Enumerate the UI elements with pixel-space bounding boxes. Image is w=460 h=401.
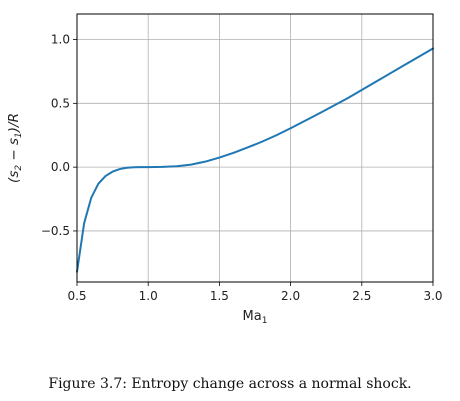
y-axis-label-sub2: 2 bbox=[14, 165, 24, 171]
x-tick-label: 0.5 bbox=[67, 289, 86, 303]
x-tick-label: 2.0 bbox=[281, 289, 300, 303]
y-tick-label: 0.5 bbox=[51, 96, 70, 110]
x-tick-label: 2.5 bbox=[352, 289, 371, 303]
x-axis-label-base: Ma bbox=[243, 309, 262, 324]
figure-caption: Figure 3.7: Entropy change across a norm… bbox=[48, 376, 411, 392]
series-layer bbox=[76, 47, 434, 273]
series-line bbox=[76, 47, 434, 273]
x-tick-label: 1.5 bbox=[210, 289, 229, 303]
y-axis-label-close: )/R bbox=[6, 113, 22, 133]
y-axis-label-open: (s bbox=[6, 171, 22, 183]
x-axis-ticks: 0.5 1.0 1.5 2.0 2.5 3.0 bbox=[67, 282, 443, 303]
x-tick-label: 1.0 bbox=[139, 289, 158, 303]
y-axis-label-minus: − s bbox=[6, 138, 22, 165]
grid-layer bbox=[76, 14, 434, 282]
y-tick-label: 1.0 bbox=[51, 33, 70, 47]
x-axis-label: Ma1 bbox=[243, 309, 268, 326]
y-axis-label: (s2 − s1)/R bbox=[6, 113, 24, 183]
y-axis-ticks: −0.5 0.0 0.5 1.0 bbox=[41, 33, 77, 238]
y-tick-label: −0.5 bbox=[41, 224, 70, 238]
y-tick-label: 0.0 bbox=[51, 160, 70, 174]
x-tick-label: 3.0 bbox=[423, 289, 442, 303]
x-axis-label-subscript: 1 bbox=[262, 316, 268, 326]
y-axis-label-sub1: 1 bbox=[14, 132, 24, 138]
plot-area-frame bbox=[76, 13, 434, 283]
